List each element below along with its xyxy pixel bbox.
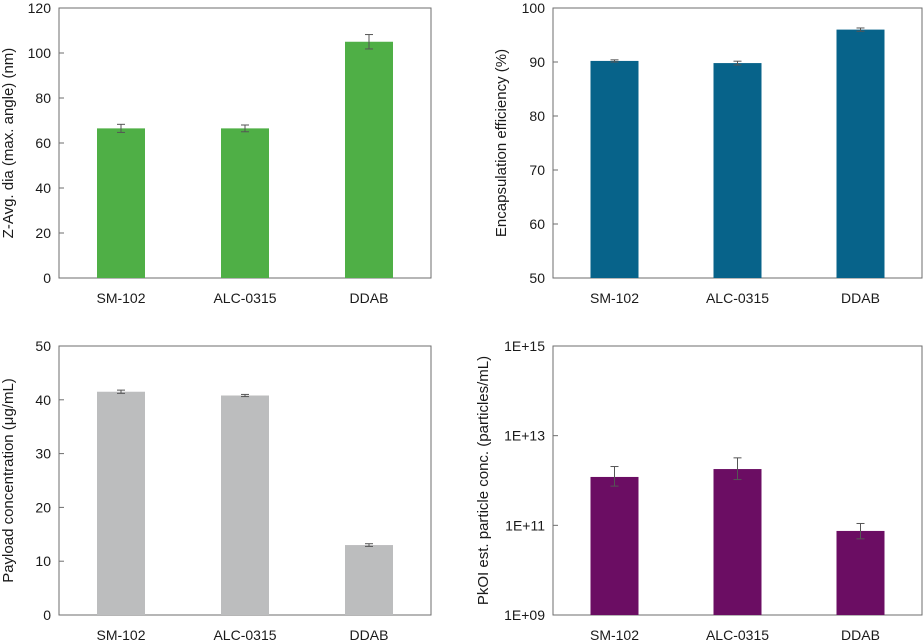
y-axis-title: Payload concentration (μg/mL) (0, 378, 17, 583)
y-tick-label: 10 (35, 553, 51, 569)
y-tick-label: 70 (529, 162, 545, 178)
x-tick-label: SM-102 (590, 627, 639, 642)
x-tick-label: DDAB (350, 627, 389, 642)
x-tick-label: SM-102 (590, 290, 639, 306)
x-tick-label: ALC-0315 (706, 290, 769, 306)
bar (836, 29, 885, 278)
x-tick-label: DDAB (350, 290, 389, 306)
y-tick-label: 60 (529, 216, 545, 232)
chart-1: 0 20 40 60 80 100 120 Z-Avg. dia (max. angle) (… (0, 0, 432, 306)
y-tick-label: 100 (28, 45, 52, 61)
bar (713, 469, 762, 615)
x-tick-label: ALC-0315 (213, 290, 276, 306)
chart-4: 1E+09 1E+11 1E+13 1E+15 PkOI est. particle c… (475, 338, 923, 642)
y-tick-label: 100 (522, 0, 546, 16)
y-tick-label: 0 (43, 270, 51, 286)
bar (345, 545, 393, 615)
x-tick-label: DDAB (841, 627, 880, 642)
bar (590, 60, 639, 278)
bar (713, 63, 762, 278)
bar (97, 391, 145, 615)
y-tick-label: 1E+15 (504, 338, 545, 354)
x-tick-label: SM-102 (96, 627, 145, 642)
y-tick-label: 50 (35, 338, 51, 354)
bar (590, 476, 639, 615)
y-tick-label: 80 (529, 108, 545, 124)
y-axis-title: Encapsulation efficiency (%) (493, 49, 510, 237)
x-tick-label: DDAB (841, 290, 880, 306)
y-tick-label: 1E+11 (505, 517, 545, 533)
bar (97, 128, 145, 278)
x-tick-label: SM-102 (96, 290, 145, 306)
y-tick-label: 90 (529, 54, 545, 70)
bar (836, 530, 885, 615)
y-axis-title: Z-Avg. dia (max. angle) (nm) (0, 48, 17, 239)
bar (221, 128, 269, 278)
y-tick-label: 20 (35, 499, 51, 515)
bar (221, 395, 269, 615)
y-tick-label: 80 (35, 90, 51, 106)
y-axis-title: PkOI est. particle conc. (particles/mL) (475, 356, 492, 605)
y-tick-label: 30 (35, 446, 51, 462)
y-tick-label: 1E+09 (504, 607, 545, 623)
y-tick-label: 120 (28, 0, 52, 16)
y-tick-label: 40 (35, 180, 51, 196)
x-tick-label: ALC-0315 (706, 627, 769, 642)
bar (345, 41, 393, 278)
y-tick-label: 40 (35, 392, 51, 408)
y-tick-label: 1E+13 (504, 428, 545, 444)
y-tick-label: 60 (35, 135, 51, 151)
chart-3: 0 10 20 30 40 50 Payload concentration (μg/mL)… (0, 338, 432, 642)
y-tick-label: 0 (43, 607, 51, 623)
x-tick-label: ALC-0315 (213, 627, 276, 642)
y-tick-label: 20 (35, 225, 51, 241)
y-tick-label: 50 (529, 270, 545, 286)
chart-2: 50 60 70 80 90 100 Encapsulation efficiency (%… (493, 0, 923, 306)
